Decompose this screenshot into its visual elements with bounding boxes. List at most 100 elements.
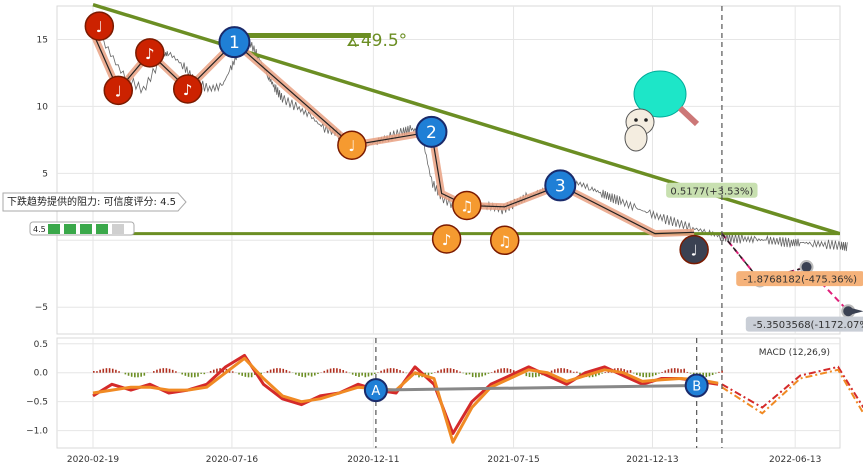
projection-label-bg xyxy=(736,271,863,287)
macd-hist-bar xyxy=(386,368,389,373)
price-frame xyxy=(56,5,841,335)
macd-hist-bar xyxy=(512,370,515,373)
macd-hist-bar xyxy=(430,372,433,374)
macd-hist-bar xyxy=(168,368,171,373)
macd-hist-bar xyxy=(105,368,108,373)
note-marker: ♪ xyxy=(431,224,462,254)
wave-label: 2 xyxy=(415,115,448,148)
macd-hist-bar xyxy=(250,372,253,378)
macd-hist-bar xyxy=(402,371,405,373)
macd-y-tick-label: 0.0 xyxy=(34,369,49,379)
macd-hist-bar xyxy=(187,372,190,377)
macd-hist-bar xyxy=(525,372,528,377)
macd-hist-bar xyxy=(677,368,679,373)
macd-hist-bar xyxy=(200,372,202,374)
note-circle xyxy=(103,75,134,106)
projection-label: -1.8768182(-475.36%) xyxy=(736,271,863,287)
macd-hist-bar xyxy=(127,372,130,376)
projection-label-text: -5.3503568(-1172.07%) xyxy=(753,320,863,331)
note-glyph: ♩ xyxy=(115,82,122,100)
macd-hist-bar xyxy=(231,371,234,373)
macd-hist-bar xyxy=(598,372,600,376)
macd-hist-bar xyxy=(307,372,310,376)
macd-hist-bar xyxy=(197,372,199,377)
macd-hist-bar xyxy=(102,368,105,373)
macd-hist-bar xyxy=(399,370,401,373)
macd-hist-bar xyxy=(500,368,502,373)
macd-hist-bar xyxy=(329,368,332,373)
wave-label: 1 xyxy=(218,26,251,59)
macd-hist-bar xyxy=(165,368,168,373)
note-glyph: ♪ xyxy=(442,231,452,249)
macd-hist-bar xyxy=(459,371,461,373)
macd-hist-bar xyxy=(427,372,430,376)
macd-hist-bar xyxy=(203,372,206,375)
macd-hist-bar xyxy=(355,372,357,376)
rating-star xyxy=(64,224,76,234)
macd-hist-bar xyxy=(654,372,657,376)
macd-hist-bar xyxy=(389,368,392,373)
macd-hist-bar xyxy=(478,372,480,378)
macd-hist-bar xyxy=(342,370,345,373)
macd-hist-bar xyxy=(626,370,629,373)
overlay: ♩ ♩ ♪ ♪ ♩ ♫ ♪ ♫ ♩ 1 2 3 0.5177(+3.53%) -1.8768182(-47… xyxy=(84,6,863,448)
x-tick-label: 2021-12-13 xyxy=(626,455,678,465)
macd-title: MACD (12,26,9) xyxy=(759,348,830,358)
macd-hist-bar xyxy=(531,372,534,378)
macd-hist-bar xyxy=(538,372,540,377)
macd-hist-bar xyxy=(143,372,146,376)
macd-hist-bar xyxy=(345,371,348,373)
macd-marker-label: B xyxy=(692,379,701,394)
resistance-box xyxy=(2,192,187,212)
macd-hist-bar xyxy=(487,372,490,374)
note-circle xyxy=(337,130,367,160)
macd-hist-bar xyxy=(190,372,193,378)
note-marker: ♪ xyxy=(135,38,165,68)
macd-hist-bar xyxy=(216,368,218,373)
macd-hist-bar xyxy=(358,372,360,377)
macd-hist-bar xyxy=(247,372,250,378)
macd-hist-bar xyxy=(481,372,483,377)
macd-hist-bar xyxy=(560,368,562,373)
macd-hist-bar xyxy=(130,372,133,377)
macd-hist-bar xyxy=(648,372,651,378)
macd-hist-bar xyxy=(373,372,376,374)
macd-hist-bar xyxy=(339,368,341,373)
mascot-illustration xyxy=(624,70,700,152)
projection-label-bg xyxy=(745,316,863,332)
macd-hist-bar xyxy=(212,369,215,373)
macd-hist-bar xyxy=(645,372,648,378)
note-marker: ♫ xyxy=(452,190,482,221)
macd-hist-bar xyxy=(528,372,531,378)
macd-hist-bar xyxy=(317,372,319,375)
macd-hist-bar xyxy=(658,372,660,374)
macd-hist-bar xyxy=(194,372,196,378)
note-glyph: ♩ xyxy=(691,242,698,260)
macd-hist-bar xyxy=(718,371,720,373)
macd-hist-bar xyxy=(449,368,452,373)
macd-hist-bar xyxy=(535,372,537,378)
macd-hist-bar xyxy=(241,372,243,376)
y-tick-label: 5 xyxy=(42,169,48,179)
macd-hist-bar xyxy=(269,369,272,373)
note-marker: ♩ xyxy=(84,11,115,41)
macd-hist-bar xyxy=(680,369,682,373)
macd-marker-label: A xyxy=(371,384,380,399)
macd-hist-bar xyxy=(364,372,367,378)
angle-label: ∡49.5° xyxy=(346,31,408,51)
balloon-handle xyxy=(677,105,700,127)
macd-hist-bar xyxy=(152,371,155,373)
macd-hist-bar xyxy=(111,368,114,373)
macd-hist-bar xyxy=(471,372,474,377)
x-tick-label: 2020-07-16 xyxy=(206,455,259,465)
macd-hist-bar xyxy=(689,372,692,374)
macd-hist-bar xyxy=(162,368,165,373)
macd-hist-bar xyxy=(576,371,578,373)
macd-hist-bar xyxy=(670,368,673,373)
macd-hist-bar xyxy=(642,372,644,378)
macd-hist-bar xyxy=(579,372,581,375)
macd-marker: B xyxy=(684,373,709,398)
macd-hist-bar xyxy=(93,371,95,373)
wave-circle xyxy=(544,169,577,202)
macd-hist-bar xyxy=(326,369,329,373)
